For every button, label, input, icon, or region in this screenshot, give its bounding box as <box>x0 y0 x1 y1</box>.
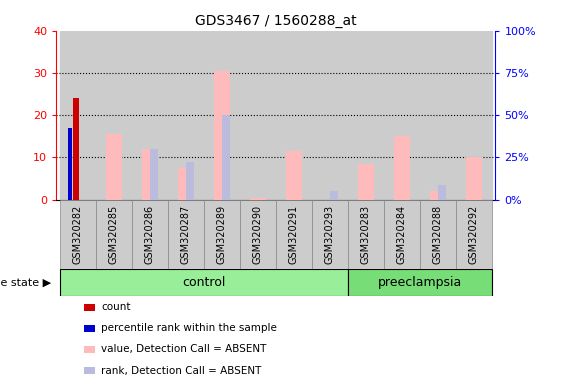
Bar <box>430 191 446 200</box>
Bar <box>60 269 348 296</box>
Text: GSM320287: GSM320287 <box>181 205 191 265</box>
Text: GSM320291: GSM320291 <box>289 205 299 264</box>
Bar <box>286 151 302 200</box>
Text: disease state ▶: disease state ▶ <box>0 277 51 287</box>
Text: rank, Detection Call = ABSENT: rank, Detection Call = ABSENT <box>101 366 262 376</box>
Bar <box>142 149 158 200</box>
Bar <box>394 136 410 200</box>
Bar <box>438 185 446 200</box>
Text: GSM320292: GSM320292 <box>469 205 479 265</box>
Bar <box>466 157 482 200</box>
Bar <box>276 200 312 269</box>
Text: control: control <box>182 276 226 289</box>
Bar <box>384 200 420 269</box>
Bar <box>348 200 384 269</box>
Bar <box>96 31 132 200</box>
Bar <box>348 269 492 296</box>
Bar <box>73 98 79 200</box>
Bar <box>420 31 456 200</box>
Text: GSM320285: GSM320285 <box>109 205 119 265</box>
Text: GSM320282: GSM320282 <box>73 205 83 265</box>
Bar <box>178 168 194 200</box>
Text: value, Detection Call = ABSENT: value, Detection Call = ABSENT <box>101 344 267 354</box>
Bar <box>168 31 204 200</box>
Bar <box>384 31 420 200</box>
Bar <box>60 200 96 269</box>
Bar <box>186 162 194 200</box>
Text: GSM320289: GSM320289 <box>217 205 227 264</box>
Bar <box>456 31 492 200</box>
Text: GSM320290: GSM320290 <box>253 205 263 264</box>
Bar <box>456 200 492 269</box>
Bar <box>222 115 230 200</box>
Text: count: count <box>101 302 131 312</box>
Bar <box>96 200 132 269</box>
Text: GSM320288: GSM320288 <box>433 205 443 264</box>
Bar <box>214 71 230 200</box>
Bar <box>168 200 204 269</box>
Bar <box>348 31 384 200</box>
Bar <box>312 31 348 200</box>
Text: preeclampsia: preeclampsia <box>378 276 462 289</box>
Bar <box>68 128 72 200</box>
Bar <box>330 191 338 200</box>
Bar <box>132 200 168 269</box>
Bar <box>312 200 348 269</box>
Bar <box>204 31 240 200</box>
Bar <box>420 200 456 269</box>
Bar <box>60 31 96 200</box>
Bar <box>240 31 276 200</box>
Text: GSM320284: GSM320284 <box>397 205 407 264</box>
Text: GSM320286: GSM320286 <box>145 205 155 264</box>
Bar <box>276 31 312 200</box>
Bar <box>240 200 276 269</box>
Bar <box>358 164 374 200</box>
Bar <box>250 198 266 200</box>
Text: percentile rank within the sample: percentile rank within the sample <box>101 323 277 333</box>
Bar <box>150 149 158 200</box>
Title: GDS3467 / 1560288_at: GDS3467 / 1560288_at <box>195 14 357 28</box>
Bar <box>204 200 240 269</box>
Text: GSM320283: GSM320283 <box>361 205 371 264</box>
Bar <box>132 31 168 200</box>
Bar <box>106 134 122 200</box>
Text: GSM320293: GSM320293 <box>325 205 335 264</box>
